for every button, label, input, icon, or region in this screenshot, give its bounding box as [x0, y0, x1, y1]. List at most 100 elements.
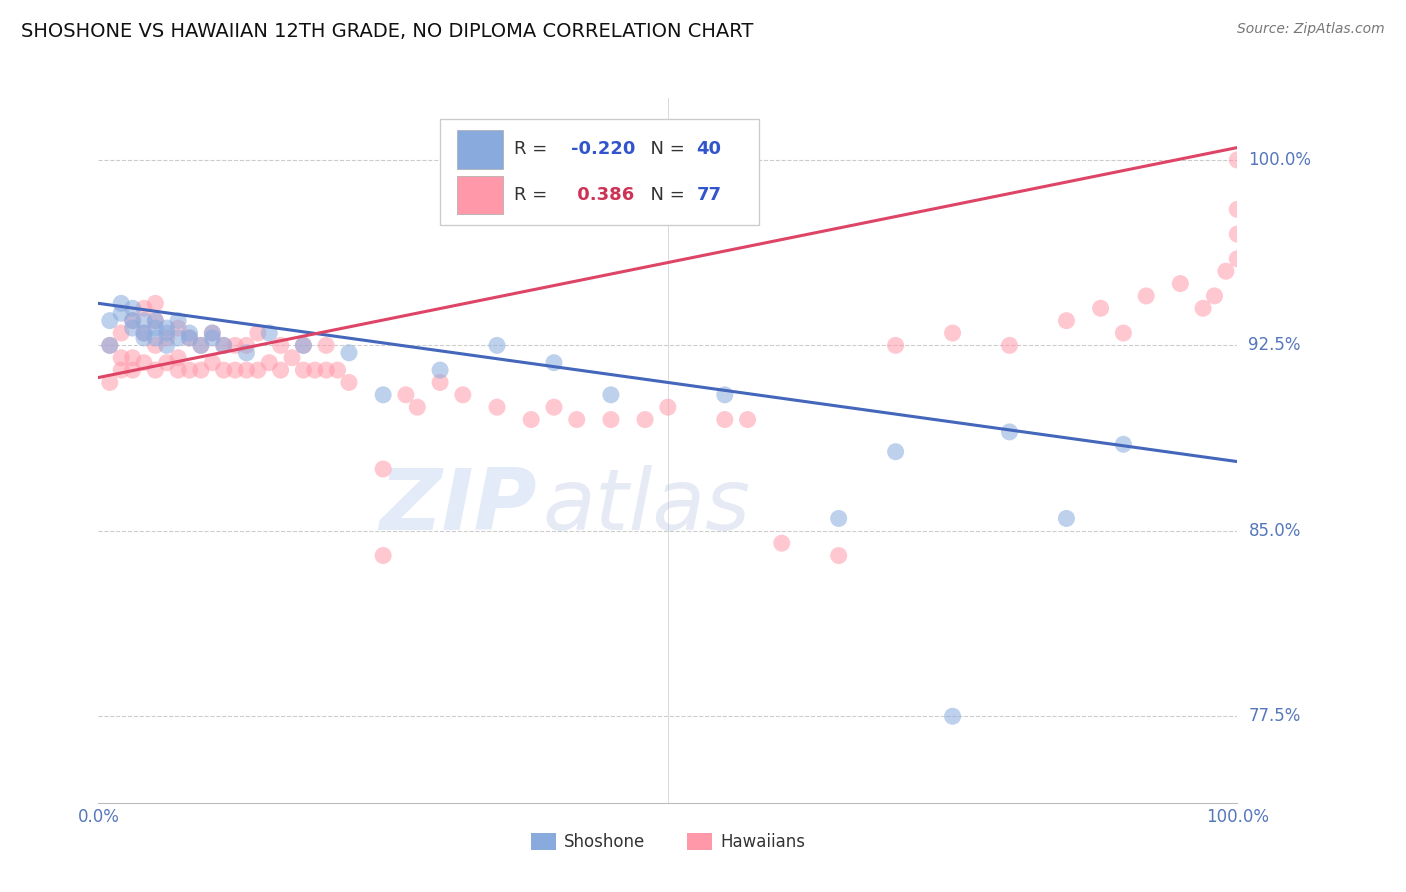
- Point: [98, 338, 121, 352]
- Point: [1226, 153, 1249, 167]
- Text: N =: N =: [640, 186, 690, 204]
- Point: [371, 549, 394, 563]
- Point: [98, 338, 121, 352]
- Point: [1226, 227, 1249, 241]
- Point: [884, 338, 907, 352]
- Point: [565, 412, 588, 426]
- Point: [406, 400, 429, 414]
- Point: [429, 363, 451, 377]
- Point: [1112, 437, 1135, 451]
- Point: [270, 363, 292, 377]
- Point: [246, 326, 269, 340]
- Point: [315, 363, 337, 377]
- Point: [121, 301, 143, 316]
- Point: [212, 363, 235, 377]
- Point: [315, 338, 337, 352]
- Point: [520, 412, 543, 426]
- Point: [304, 363, 326, 377]
- Point: [281, 351, 304, 365]
- Point: [714, 412, 737, 426]
- Point: [190, 338, 212, 352]
- Point: [371, 388, 394, 402]
- Point: [429, 376, 451, 390]
- Point: [235, 363, 257, 377]
- Point: [371, 462, 394, 476]
- Point: [121, 351, 143, 365]
- Point: [270, 338, 292, 352]
- Point: [395, 388, 418, 402]
- Point: [634, 412, 657, 426]
- Point: [235, 346, 257, 360]
- Point: [121, 313, 143, 327]
- Point: [1192, 301, 1215, 316]
- Point: [828, 549, 851, 563]
- Point: [167, 313, 190, 327]
- Legend: Shoshone, Hawaiians: Shoshone, Hawaiians: [524, 826, 811, 858]
- Point: [1215, 264, 1237, 278]
- Point: [486, 338, 509, 352]
- Point: [224, 338, 246, 352]
- Point: [998, 425, 1021, 439]
- Point: [145, 338, 167, 352]
- Point: [292, 338, 315, 352]
- Point: [132, 331, 155, 345]
- Point: [98, 376, 121, 390]
- Point: [543, 356, 565, 370]
- Point: [145, 363, 167, 377]
- Point: [212, 338, 235, 352]
- Point: [337, 346, 360, 360]
- Text: -0.220: -0.220: [571, 140, 636, 158]
- Text: R =: R =: [515, 186, 553, 204]
- Point: [132, 313, 155, 327]
- Point: [1090, 301, 1112, 316]
- Point: [145, 321, 167, 335]
- Point: [167, 351, 190, 365]
- FancyBboxPatch shape: [457, 130, 503, 169]
- Point: [110, 296, 132, 310]
- Point: [110, 363, 132, 377]
- Point: [201, 326, 224, 340]
- Text: 77: 77: [696, 186, 721, 204]
- Point: [1204, 289, 1226, 303]
- FancyBboxPatch shape: [440, 120, 759, 225]
- Point: [156, 321, 179, 335]
- Point: [657, 400, 679, 414]
- Point: [201, 331, 224, 345]
- Point: [132, 326, 155, 340]
- Point: [259, 326, 281, 340]
- Point: [110, 351, 132, 365]
- Point: [486, 400, 509, 414]
- Point: [145, 296, 167, 310]
- Point: [121, 363, 143, 377]
- Point: [156, 338, 179, 352]
- Point: [1226, 252, 1249, 266]
- Point: [156, 356, 179, 370]
- Point: [145, 331, 167, 345]
- Point: [770, 536, 793, 550]
- Text: 92.5%: 92.5%: [1249, 336, 1301, 354]
- Point: [145, 313, 167, 327]
- Point: [224, 363, 246, 377]
- FancyBboxPatch shape: [457, 176, 503, 214]
- Point: [600, 412, 623, 426]
- Point: [543, 400, 565, 414]
- Point: [1226, 202, 1249, 217]
- Point: [1135, 289, 1157, 303]
- Point: [337, 376, 360, 390]
- Point: [942, 326, 965, 340]
- Point: [167, 331, 190, 345]
- Text: ZIP: ZIP: [380, 466, 537, 549]
- Point: [246, 363, 269, 377]
- Point: [167, 321, 190, 335]
- Point: [167, 363, 190, 377]
- Text: Source: ZipAtlas.com: Source: ZipAtlas.com: [1237, 22, 1385, 37]
- Point: [179, 331, 201, 345]
- Point: [942, 709, 965, 723]
- Text: N =: N =: [640, 140, 690, 158]
- Point: [179, 363, 201, 377]
- Point: [98, 313, 121, 327]
- Point: [110, 326, 132, 340]
- Point: [110, 306, 132, 320]
- Point: [1170, 277, 1192, 291]
- Point: [179, 326, 201, 340]
